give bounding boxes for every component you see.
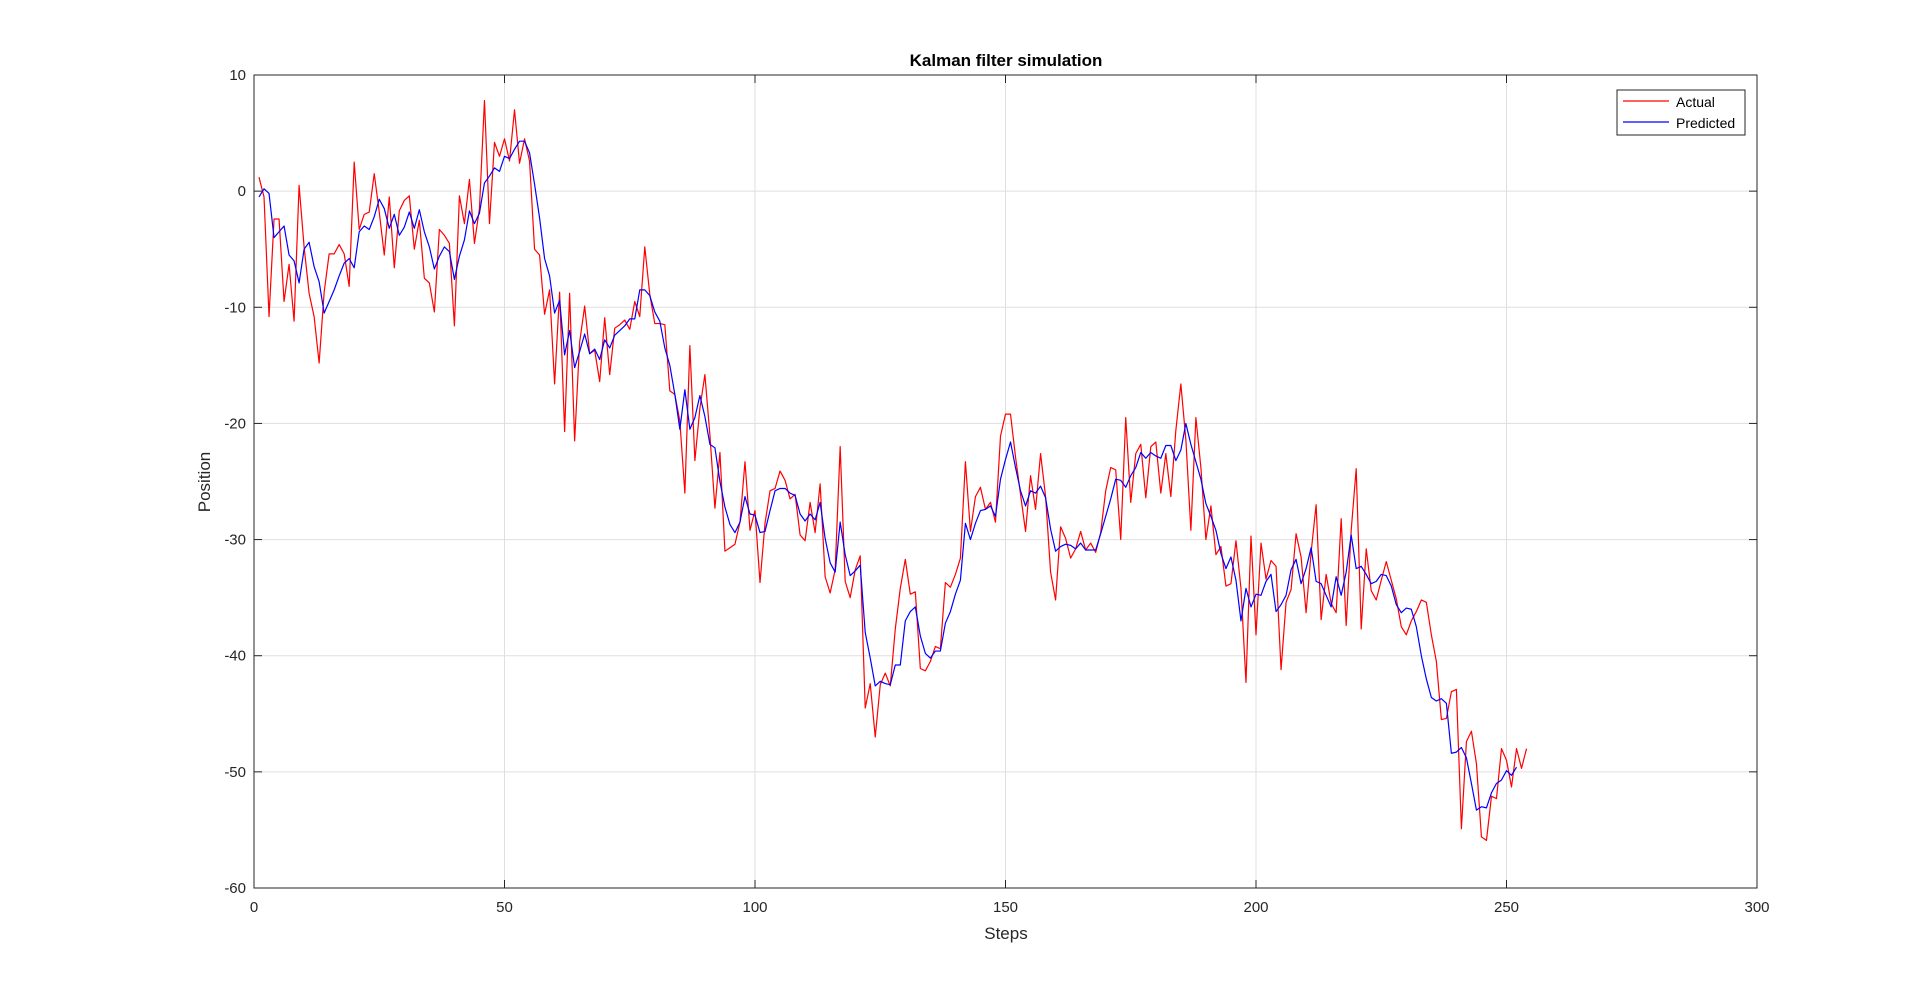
x-tick-label: 300 [1744,899,1769,916]
legend-label-predicted: Predicted [1676,115,1735,131]
y-axis-label: Position [195,452,214,512]
chart-title: Kalman filter simulation [910,51,1103,70]
legend-label-actual: Actual [1676,94,1715,110]
legend: Actual Predicted [1616,89,1746,136]
y-tick-labels: 10 0 -10 -20 -30 -40 -50 -60 [224,67,246,897]
y-tick-label: -60 [224,880,246,897]
y-tick-label: -20 [224,415,246,432]
tick-marks [253,74,1758,889]
y-tick-label: 10 [229,67,246,84]
x-tick-label: 250 [1494,899,1519,916]
y-tick-label: -40 [224,648,246,665]
x-tick-label: 150 [993,899,1018,916]
y-tick-label: -10 [224,299,246,316]
series-line-predicted [258,140,1518,811]
y-tick-label: -50 [224,764,246,781]
y-tick-label: -30 [224,532,246,549]
y-tick-label: 0 [238,183,246,200]
series-line-actual [258,99,1528,841]
series-layer [258,99,1528,841]
legend-box [1616,89,1746,136]
x-tick-label: 50 [496,899,513,916]
x-tick-label: 100 [742,899,767,916]
x-tick-label: 200 [1243,899,1268,916]
x-tick-label: 0 [250,899,258,916]
x-tick-labels: 0 50 100 150 200 250 300 [250,899,1770,916]
x-axis-label: Steps [984,924,1027,943]
